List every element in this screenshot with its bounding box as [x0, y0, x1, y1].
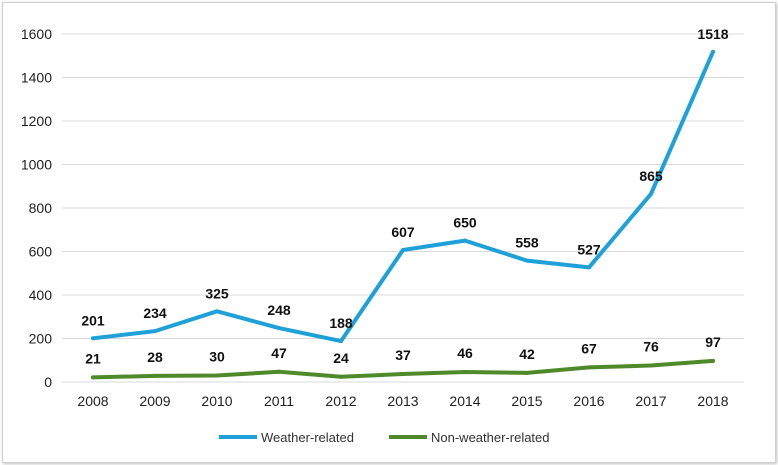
- x-tick-label: 2017: [635, 393, 666, 409]
- data-point: [525, 370, 529, 375]
- x-tick-label: 2016: [573, 393, 604, 409]
- x-tick-label: 2008: [77, 393, 108, 409]
- data-label: 248: [267, 302, 291, 318]
- data-label: 24: [333, 350, 349, 366]
- x-tick-label: 2018: [697, 393, 728, 409]
- series-line-weather-related: [91, 49, 715, 344]
- y-axis-ticks: 0 200 400 600 800 1000 1200 1400 1600: [21, 26, 52, 390]
- data-point: [277, 369, 281, 374]
- legend: Weather-related Non-weather-related: [219, 430, 550, 445]
- data-point: [91, 375, 95, 380]
- gridlines: [62, 33, 744, 383]
- data-label: 1518: [697, 26, 728, 42]
- data-label: 67: [581, 340, 597, 356]
- data-point: [153, 373, 157, 378]
- y-tick-label: 1000: [21, 157, 52, 173]
- data-point: [277, 326, 281, 331]
- data-labels: 201 234 325 248 188 607 650 558 527 865 1518 21 28 30…: [81, 26, 728, 367]
- data-point: [649, 363, 653, 368]
- data-point: [401, 247, 405, 252]
- data-label: 188: [329, 315, 353, 331]
- x-axis-ticks: 2008 2009 2010 2011 2012 2013 2014 2015 2016 2017…: [77, 393, 728, 409]
- data-label: 42: [519, 346, 535, 362]
- y-tick-label: 800: [29, 200, 53, 216]
- y-tick-label: 200: [29, 331, 53, 347]
- x-tick-label: 2011: [264, 393, 294, 409]
- legend-label: Weather-related: [261, 430, 354, 445]
- series-lines: [91, 49, 715, 380]
- data-label: 558: [515, 235, 539, 251]
- data-point: [711, 358, 715, 363]
- data-label: 47: [271, 345, 287, 361]
- data-label: 37: [395, 347, 411, 363]
- data-label: 527: [577, 241, 601, 257]
- data-point: [463, 369, 467, 374]
- y-tick-label: 1400: [21, 70, 52, 86]
- data-point: [339, 374, 343, 379]
- data-point: [215, 373, 219, 378]
- data-label: 97: [705, 334, 721, 350]
- y-tick-label: 400: [29, 287, 53, 303]
- data-label: 46: [457, 345, 473, 361]
- data-point: [711, 49, 715, 54]
- data-point: [587, 265, 591, 270]
- data-point: [587, 365, 591, 370]
- data-label: 607: [391, 224, 415, 240]
- data-label: 28: [147, 349, 163, 365]
- data-point: [401, 371, 405, 376]
- x-tick-label: 2009: [139, 393, 170, 409]
- data-point: [215, 309, 219, 314]
- data-label: 234: [143, 305, 167, 321]
- data-point: [153, 329, 157, 334]
- data-label: 21: [85, 350, 101, 366]
- data-point: [91, 336, 95, 341]
- data-point: [649, 191, 653, 196]
- legend-label: Non-weather-related: [431, 430, 550, 445]
- data-point: [463, 238, 467, 243]
- y-tick-label: 1200: [21, 113, 52, 129]
- data-label: 325: [205, 285, 229, 301]
- data-point: [525, 258, 529, 263]
- y-tick-label: 600: [29, 244, 53, 260]
- x-tick-label: 2013: [387, 393, 418, 409]
- data-point: [339, 339, 343, 344]
- data-label: 865: [639, 168, 663, 184]
- x-tick-label: 2015: [511, 393, 542, 409]
- data-label: 30: [209, 348, 225, 364]
- x-tick-label: 2014: [449, 393, 480, 409]
- data-label: 650: [453, 215, 477, 231]
- data-label: 201: [81, 312, 105, 328]
- x-tick-label: 2012: [325, 393, 356, 409]
- x-tick-label: 2010: [201, 393, 232, 409]
- data-label: 76: [643, 338, 659, 354]
- y-tick-label: 0: [44, 374, 52, 390]
- y-tick-label: 1600: [21, 26, 52, 42]
